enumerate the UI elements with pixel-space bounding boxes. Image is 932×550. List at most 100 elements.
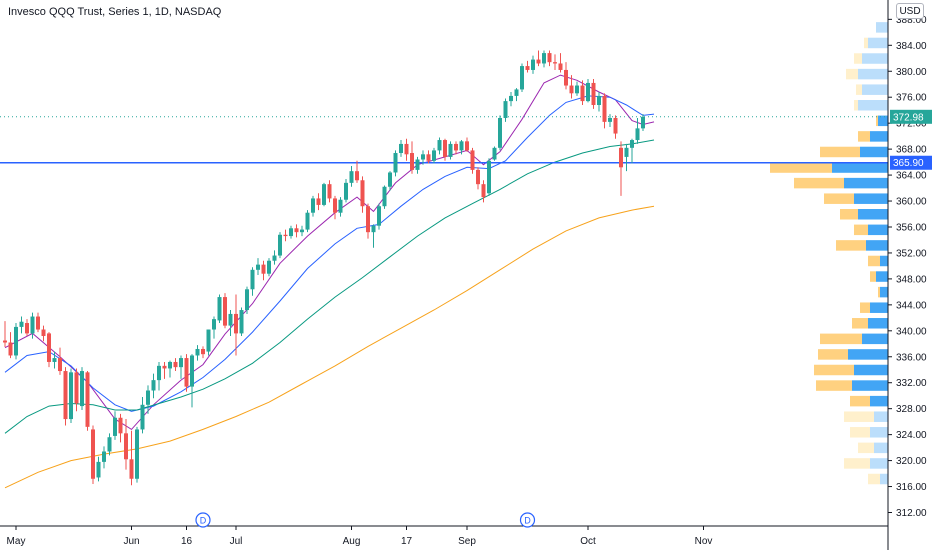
candle[interactable] — [547, 50, 552, 67]
candle[interactable] — [19, 316, 24, 334]
candle[interactable] — [168, 360, 172, 378]
candle[interactable] — [267, 258, 271, 277]
candle[interactable] — [201, 346, 205, 359]
candle[interactable] — [580, 80, 585, 105]
candle[interactable] — [536, 50, 541, 67]
candle[interactable] — [338, 197, 343, 217]
dividend-marker[interactable]: D — [519, 512, 536, 528]
candle[interactable] — [316, 193, 321, 211]
candle[interactable] — [239, 307, 244, 337]
candle[interactable] — [179, 355, 183, 379]
candle[interactable] — [129, 430, 134, 486]
candle[interactable] — [393, 150, 398, 177]
candle[interactable] — [135, 426, 139, 483]
candle[interactable] — [52, 351, 57, 369]
candle[interactable] — [102, 446, 106, 469]
candle[interactable] — [107, 433, 112, 456]
candle[interactable] — [333, 195, 337, 220]
candle[interactable] — [586, 79, 590, 103]
candle[interactable] — [36, 312, 40, 333]
candle[interactable] — [212, 316, 216, 339]
candle[interactable] — [217, 294, 222, 324]
candle[interactable] — [96, 456, 101, 482]
candle[interactable] — [525, 60, 530, 73]
candle[interactable] — [569, 75, 574, 99]
dividend-marker[interactable]: D — [195, 512, 211, 528]
candle[interactable] — [327, 180, 332, 203]
candle[interactable] — [371, 224, 376, 248]
candle[interactable] — [415, 156, 420, 174]
candle[interactable] — [272, 250, 277, 265]
candle[interactable] — [184, 354, 189, 392]
candle[interactable] — [503, 98, 508, 122]
candle[interactable] — [140, 396, 145, 434]
candle[interactable] — [470, 147, 475, 174]
candle[interactable] — [558, 53, 563, 73]
candle[interactable] — [157, 361, 161, 391]
candle[interactable] — [443, 138, 447, 161]
candle[interactable] — [355, 160, 359, 183]
candle[interactable] — [14, 323, 18, 360]
candle[interactable] — [404, 138, 409, 161]
candle[interactable] — [437, 137, 442, 155]
candle[interactable] — [69, 368, 73, 423]
candle[interactable] — [465, 137, 469, 152]
candle[interactable] — [30, 312, 35, 339]
candle[interactable] — [118, 413, 123, 443]
candle[interactable] — [261, 260, 266, 281]
candle[interactable] — [146, 385, 150, 414]
candle[interactable] — [377, 203, 381, 230]
candle[interactable] — [602, 93, 607, 129]
candle[interactable] — [410, 141, 414, 174]
candle[interactable] — [635, 117, 640, 144]
candle[interactable] — [388, 171, 392, 191]
candle[interactable] — [542, 50, 546, 68]
candle[interactable] — [124, 419, 128, 470]
candle[interactable] — [228, 310, 233, 337]
candle[interactable] — [498, 115, 502, 151]
candle[interactable] — [85, 371, 90, 431]
candle[interactable] — [487, 158, 491, 196]
candle[interactable] — [564, 62, 568, 90]
candle[interactable] — [3, 321, 7, 348]
candle[interactable] — [349, 165, 354, 187]
candle[interactable] — [283, 229, 288, 242]
candle[interactable] — [190, 354, 194, 408]
candle[interactable] — [509, 92, 513, 107]
candle[interactable] — [234, 294, 238, 356]
candle[interactable] — [613, 115, 618, 139]
candle[interactable] — [432, 147, 436, 164]
candle[interactable] — [624, 143, 629, 172]
candle[interactable] — [608, 114, 612, 128]
currency-button[interactable]: USD — [896, 3, 924, 19]
candle[interactable] — [173, 358, 178, 372]
candle[interactable] — [344, 178, 348, 203]
candle[interactable] — [256, 258, 260, 276]
candle[interactable] — [520, 63, 524, 93]
candle[interactable] — [454, 141, 458, 155]
candle[interactable] — [492, 146, 497, 161]
candle[interactable] — [162, 361, 167, 379]
candle[interactable] — [245, 286, 249, 314]
candle[interactable] — [459, 140, 464, 155]
candle[interactable] — [619, 141, 623, 196]
candle[interactable] — [113, 411, 117, 440]
candle[interactable] — [630, 138, 634, 164]
candle[interactable] — [58, 347, 62, 375]
candle[interactable] — [195, 345, 200, 361]
candle[interactable] — [289, 225, 293, 239]
candle[interactable] — [80, 367, 84, 410]
candle[interactable] — [322, 182, 326, 207]
candle[interactable] — [575, 81, 579, 96]
candle[interactable] — [41, 325, 46, 342]
candle[interactable] — [223, 293, 227, 329]
candle[interactable] — [641, 114, 645, 131]
candle[interactable] — [399, 140, 403, 157]
candle[interactable] — [278, 232, 282, 259]
candle[interactable] — [360, 176, 365, 213]
candle[interactable] — [91, 425, 95, 484]
candle[interactable] — [151, 373, 156, 399]
candle[interactable] — [531, 55, 535, 74]
candle[interactable] — [366, 203, 370, 239]
